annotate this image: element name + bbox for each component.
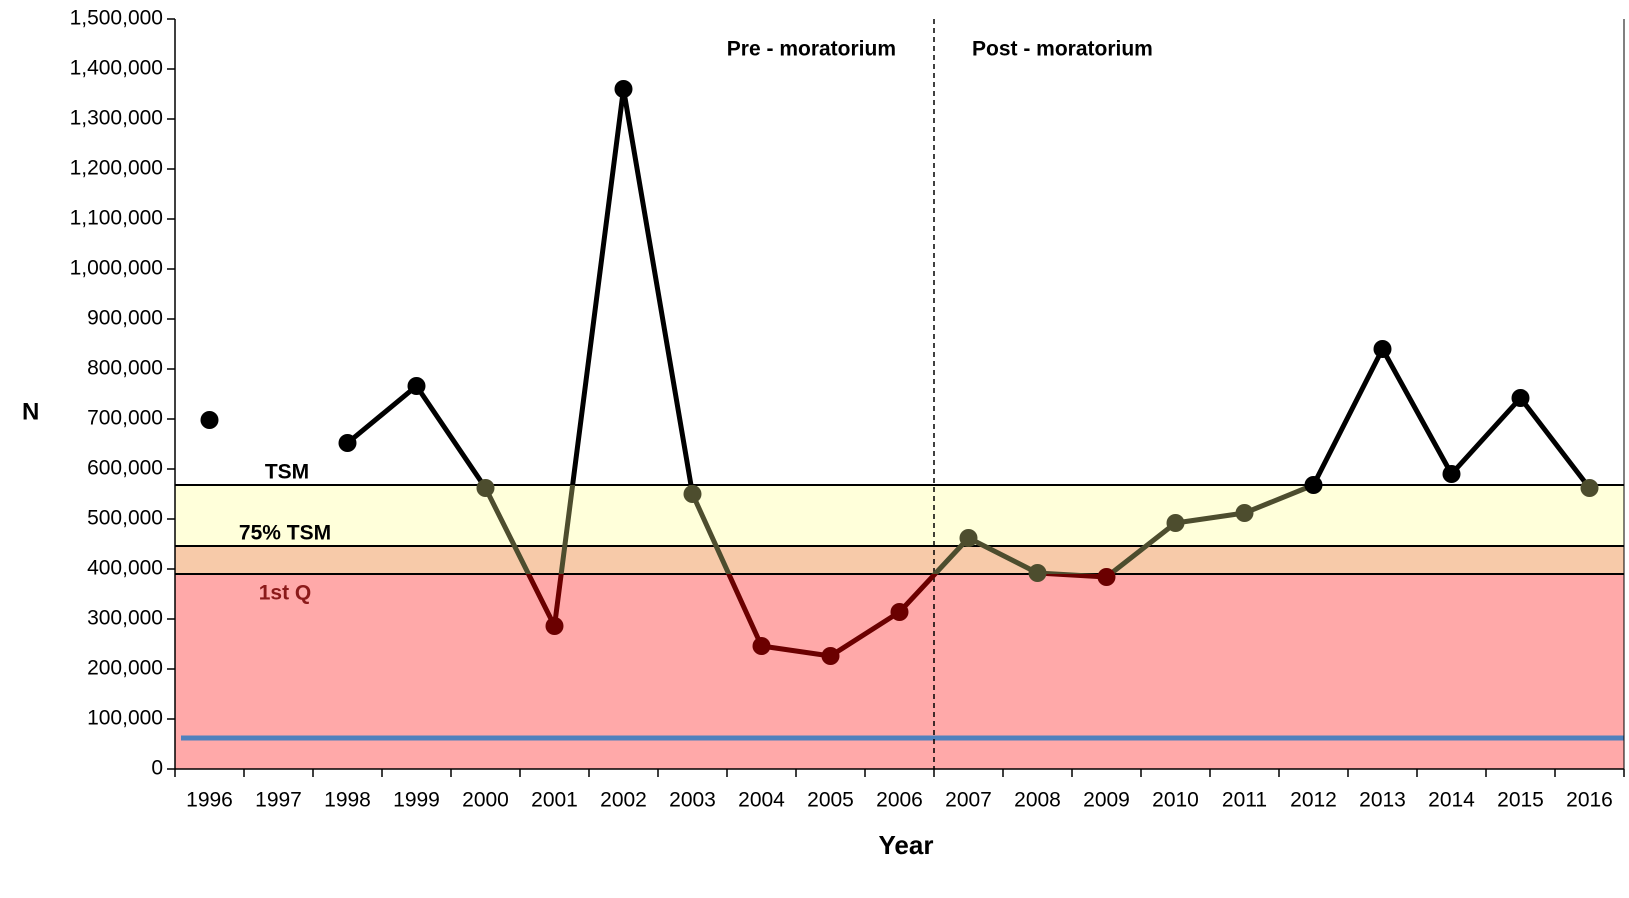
data-point: [1580, 479, 1599, 497]
y-tick-label: 900,000: [87, 307, 163, 330]
y-tick-label: 1,500,000: [70, 7, 163, 30]
x-tick-label: 2012: [1290, 789, 1337, 812]
x-tick-label: 2007: [945, 789, 992, 812]
x-tick-label: 2000: [462, 789, 509, 812]
x-tick-label: 2006: [876, 789, 923, 812]
data-point: [821, 647, 840, 665]
x-tick-label: 2003: [669, 789, 716, 812]
data-point: [1166, 514, 1185, 532]
y-tick-label: 1,100,000: [70, 207, 163, 230]
data-point: [1373, 340, 1392, 358]
y-tick-label: 700,000: [87, 407, 163, 430]
threshold-label: 1st Q: [259, 582, 312, 605]
x-tick-label: 2015: [1497, 789, 1544, 812]
data-point: [200, 411, 219, 429]
data-point: [338, 434, 357, 452]
x-tick-label: 2010: [1152, 789, 1199, 812]
y-axis-label: N: [22, 398, 39, 425]
data-point: [614, 80, 633, 98]
x-tick-label: 2011: [1222, 789, 1267, 812]
x-tick-label: 2008: [1014, 789, 1061, 812]
data-point: [1028, 564, 1047, 582]
x-tick-label: 1997: [255, 789, 302, 812]
y-tick-label: 1,400,000: [70, 57, 163, 80]
annotation: Pre - moratorium: [727, 38, 896, 61]
x-tick-label: 1996: [186, 789, 233, 812]
y-tick-label: 1,000,000: [70, 257, 163, 280]
x-tick-label: 2016: [1566, 789, 1613, 812]
x-axis-label: Year: [879, 830, 934, 860]
y-tick-label: 1,300,000: [70, 107, 163, 130]
data-point: [959, 529, 978, 547]
data-point: [407, 377, 426, 395]
x-tick-label: 1999: [393, 789, 440, 812]
annotation: Post - moratorium: [972, 38, 1153, 61]
y-tick-label: 600,000: [87, 457, 163, 480]
data-point: [1442, 465, 1461, 483]
x-tick-label: 2005: [807, 789, 854, 812]
x-tick-label: 2002: [600, 789, 647, 812]
data-point: [1511, 389, 1530, 407]
threshold-band: [175, 485, 1624, 546]
data-point: [890, 603, 909, 621]
data-point: [1097, 568, 1116, 586]
x-tick-label: 2004: [738, 789, 785, 812]
y-tick-label: 400,000: [87, 557, 163, 580]
x-tick-label: 2013: [1359, 789, 1406, 812]
threshold-label: 75% TSM: [239, 522, 331, 545]
data-point: [1235, 504, 1254, 522]
data-point: [752, 637, 771, 655]
threshold-label: TSM: [265, 461, 309, 484]
x-tick-label: 2009: [1083, 789, 1130, 812]
data-point: [683, 485, 702, 503]
data-point: [545, 617, 564, 635]
threshold-band: [175, 546, 1624, 574]
data-point: [1304, 476, 1323, 494]
y-tick-label: 100,000: [87, 707, 163, 730]
y-tick-label: 500,000: [87, 507, 163, 530]
x-tick-label: 2014: [1428, 789, 1475, 812]
y-tick-label: 0: [151, 757, 163, 780]
y-tick-label: 800,000: [87, 357, 163, 380]
y-tick-label: 1,200,000: [70, 157, 163, 180]
y-tick-label: 200,000: [87, 657, 163, 680]
data-point: [476, 479, 495, 497]
x-tick-label: 2001: [531, 789, 578, 812]
y-tick-label: 300,000: [87, 607, 163, 630]
x-tick-label: 1998: [324, 789, 371, 812]
